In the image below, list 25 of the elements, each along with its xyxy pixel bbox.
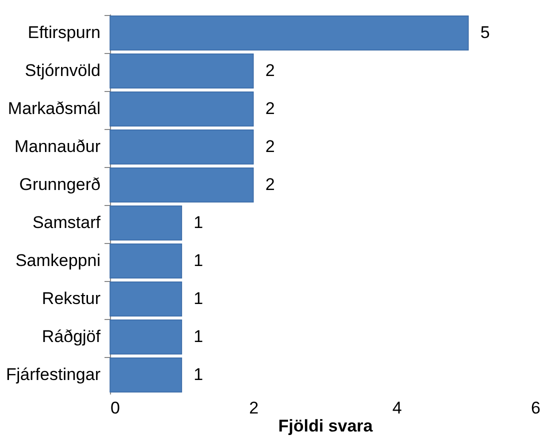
y-tick-label: Mannauður	[14, 137, 101, 156]
y-tick-label: Samkeppni	[15, 251, 100, 270]
data-label: 1	[194, 327, 204, 346]
y-tick-label: Ráðgjöf	[42, 327, 101, 346]
x-tick-label: 2	[249, 398, 259, 418]
y-tick-label: Fjárfestingar	[6, 365, 101, 384]
y-tick-label: Stjórnvöld	[24, 61, 100, 80]
data-label: 2	[265, 137, 275, 156]
data-label: 2	[265, 175, 275, 194]
x-tick-label: 0	[110, 398, 120, 418]
y-tick-label: Samstarf	[32, 213, 101, 232]
data-label: 1	[194, 251, 204, 270]
data-label: 1	[194, 289, 204, 308]
x-axis-title: Fjöldi svara	[278, 416, 374, 436]
y-tick-label: Rekstur	[42, 289, 101, 308]
y-tick-label: Grunngerð	[19, 175, 100, 194]
y-tick-label: Markaðsmál	[8, 99, 100, 118]
x-tick-label: 6	[531, 398, 540, 418]
data-label: 1	[194, 365, 204, 384]
y-tick-label: Eftirspurn	[28, 23, 100, 42]
x-tick-label: 4	[392, 398, 402, 418]
data-label: 1	[194, 213, 204, 232]
data-label: 5	[480, 23, 490, 42]
data-label: 2	[265, 99, 275, 118]
data-label: 2	[265, 61, 275, 80]
